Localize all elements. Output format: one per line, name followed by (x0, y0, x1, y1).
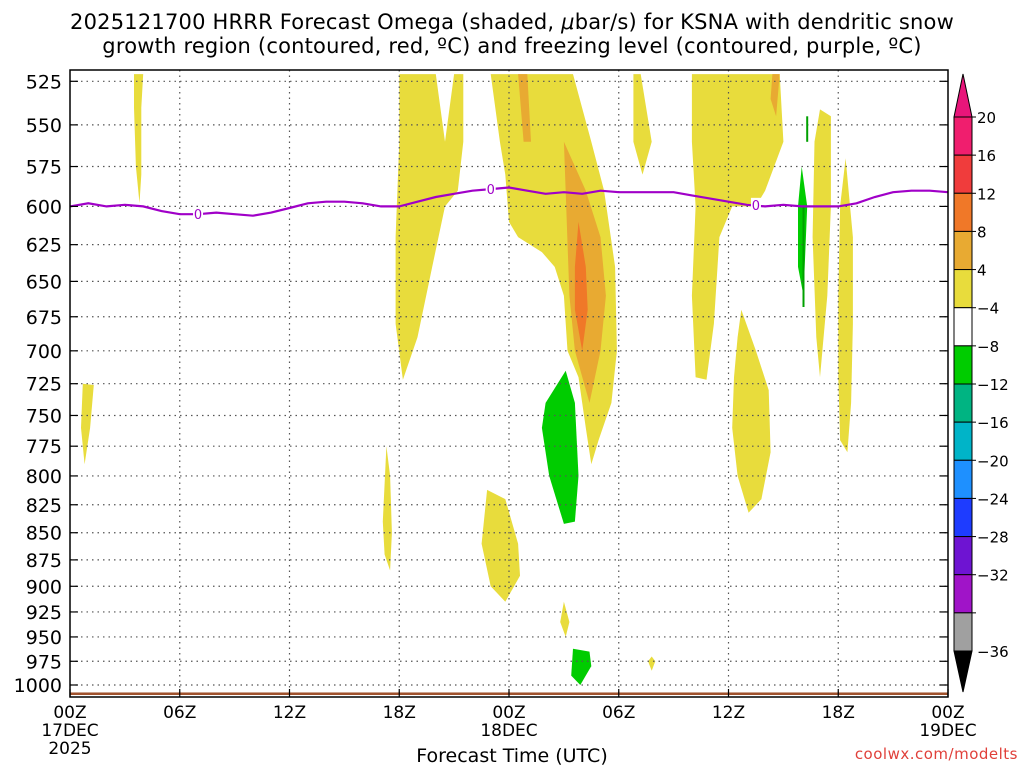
y-tick-label: 1000 (14, 675, 62, 697)
omega-region-4-3 (395, 74, 464, 380)
y-tick-label: 775 (26, 436, 62, 458)
omega-region-12-16 (574, 221, 588, 351)
x-tick-label: 12Z (712, 703, 745, 723)
omega-region--4-18 (571, 648, 592, 685)
colorbar-label: −4 (977, 300, 999, 318)
y-tick-label: 700 (26, 341, 62, 363)
colorbar-label: −8 (977, 338, 999, 356)
x-tick-label: 00Z (53, 703, 86, 723)
freezing-label-bg-0 (193, 207, 204, 222)
omega-region-4-12 (648, 656, 656, 671)
colorbar-swatch-10 (953, 497, 973, 538)
omega-region-4-9 (732, 309, 771, 513)
freezing-label-bg-2 (750, 197, 761, 212)
y-tick-label: 875 (26, 550, 62, 572)
colorbar-swatch-3 (953, 230, 973, 271)
y-tick-label: 625 (26, 235, 62, 257)
colorbar-label: −28 (977, 529, 1009, 547)
title-prefix: 2025121700 HRRR Forecast Omega (shaded, (70, 10, 562, 34)
freezing-label-bg-1 (485, 182, 496, 197)
freezing-level-label: 0 (487, 183, 495, 198)
colorbar-label: 16 (977, 147, 996, 165)
title-mu-symbol: μ (561, 10, 575, 34)
y-tick-label: 725 (26, 374, 62, 396)
y-tick-label: 525 (26, 71, 62, 93)
x-tick-label: 06Z (602, 703, 635, 723)
colorbar-swatch-2 (953, 192, 973, 232)
y-tick-label: 825 (26, 495, 62, 517)
x-tick-date-label: 18DEC (480, 721, 537, 741)
omega-region--4-17 (541, 370, 579, 524)
colorbar-label: 12 (977, 185, 996, 203)
colorbar-label: −36 (977, 643, 1009, 661)
y-tick-label: 650 (26, 271, 62, 293)
y-tick-label: 850 (26, 523, 62, 545)
omega-region-4-2 (382, 446, 392, 571)
colorbar-swatch-6 (953, 345, 973, 385)
colorbar-label: 20 (977, 109, 996, 127)
x-tick-label: 00Z (492, 703, 525, 723)
freezing-level-label: 0 (752, 199, 760, 214)
colorbar-swatch-8 (953, 421, 973, 461)
x-tick-label: 06Z (163, 703, 196, 723)
x-tick-date-label: 19DEC (919, 721, 976, 741)
omega-region-8-15 (770, 74, 780, 117)
colorbar-label: −12 (977, 376, 1009, 394)
x-tick-label: 00Z (931, 703, 964, 723)
colorbar-top-arrow (953, 73, 973, 118)
colorbar-label: 4 (977, 262, 987, 280)
colorbar-swatch-12 (953, 574, 973, 614)
x-tick-label: 12Z (273, 703, 306, 723)
colorbar-swatch-0 (953, 116, 973, 156)
y-tick-label: 600 (26, 196, 62, 218)
colorbar-label: −16 (977, 414, 1009, 432)
y-tick-label: 800 (26, 466, 62, 488)
x-tick-year-label: 2025 (48, 739, 91, 759)
freezing-level-line (69, 186, 949, 217)
y-tick-label: 950 (26, 627, 62, 649)
y-tick-label: 925 (26, 602, 62, 624)
colorbar-swatch-9 (953, 459, 973, 499)
watermark: coolwx.com/modelts (854, 745, 1018, 763)
omega-shading-group (81, 74, 853, 685)
omega-region-4-8 (838, 158, 853, 453)
x-tick-label: 18Z (383, 703, 416, 723)
colorbar-swatch-5 (953, 307, 973, 347)
freezing-level-label: 0 (194, 208, 202, 223)
colorbar-swatch-4 (953, 269, 973, 309)
colorbar-label: −20 (977, 452, 1009, 470)
colorbar-bottom-arrow (953, 650, 973, 693)
colorbar-label: −24 (977, 490, 1009, 508)
y-tick-label: 750 (26, 405, 62, 427)
omega-region-4-11 (560, 601, 570, 637)
chart-title-line2: growth region (contoured, red, ºC) and f… (102, 34, 922, 58)
colorbar-label: 8 (977, 223, 987, 241)
omega-region-4-10 (481, 489, 520, 602)
colorbar-label: −32 (977, 567, 1009, 585)
omega-region-4-6 (691, 74, 784, 380)
y-tick-label: 575 (26, 157, 62, 179)
omega-region-4-7 (812, 109, 831, 378)
y-tick-label: 900 (26, 576, 62, 598)
omega-region-4-1 (81, 383, 94, 465)
y-tick-label: 550 (26, 115, 62, 137)
y-tick-label: 675 (26, 307, 62, 329)
colorbar-swatch-7 (953, 383, 973, 423)
chart-title-line1: 2025121700 HRRR Forecast Omega (shaded, … (0, 10, 1024, 34)
x-tick-label: 18Z (822, 703, 855, 723)
colorbar-swatch-11 (953, 536, 973, 576)
title-suffix: bar/s) for KSNA with dendritic snow (574, 10, 954, 34)
x-axis-label: Forecast Time (UTC) (416, 745, 608, 767)
x-tick-date-label: 17DEC (41, 721, 98, 741)
colorbar-swatch-1 (953, 154, 973, 194)
y-tick-label: 975 (26, 651, 62, 673)
colorbar-swatch-13 (953, 612, 973, 652)
omega-region-4-0 (134, 74, 144, 204)
